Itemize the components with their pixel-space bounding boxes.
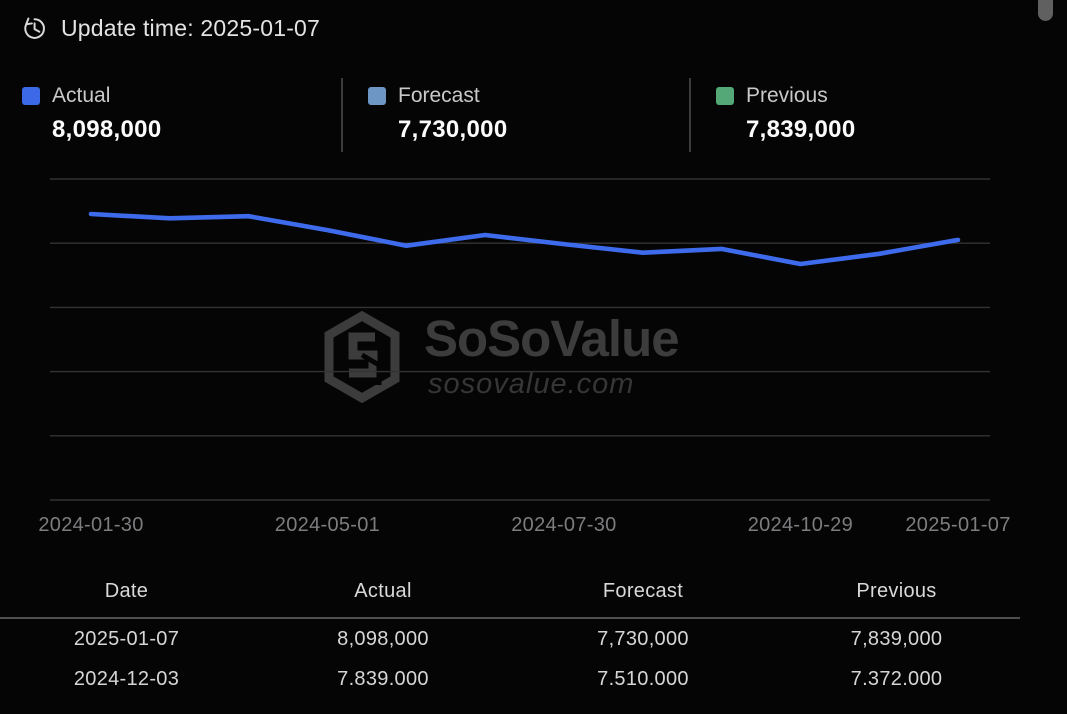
sosovalue-logo-icon xyxy=(324,311,400,403)
legend-label: Previous xyxy=(746,84,828,107)
legend-value: 8,098,000 xyxy=(52,116,162,143)
x-tick-label: 2024-05-01 xyxy=(274,514,381,536)
legend-item-actual[interactable]: Actual 8,098,000 xyxy=(22,84,161,144)
legend-divider xyxy=(689,78,691,152)
legend-value: 7,730,000 xyxy=(398,116,508,143)
legend-value: 7,839,000 xyxy=(746,116,856,143)
col-header-forecast: Forecast xyxy=(602,580,684,602)
clock-history-icon xyxy=(24,17,45,39)
col-header-date: Date xyxy=(104,580,149,602)
table-cell: 8,098,000 xyxy=(337,627,429,650)
actual-swatch-icon xyxy=(22,87,40,105)
watermark-domain: sosovalue.com xyxy=(428,368,635,400)
actual-series-line xyxy=(88,211,961,267)
line-chart xyxy=(50,178,990,501)
table-row: 2024-12-03 7.839.000 7.510.000 7.372.000 xyxy=(0,659,1020,699)
update-time-label: Update time: 2025-01-07 xyxy=(61,14,321,41)
table-cell: 7.510.000 xyxy=(597,667,689,690)
forecast-swatch-icon xyxy=(368,87,386,105)
table-cell: 7.839.000 xyxy=(337,667,429,690)
watermark-brand: SoSoValue xyxy=(424,310,680,367)
legend-item-previous[interactable]: Previous 7,839,000 xyxy=(716,84,855,144)
legend-label: Forecast xyxy=(398,84,480,107)
x-tick-label: 2024-01-30 xyxy=(38,514,144,536)
col-header-previous: Previous xyxy=(856,580,937,602)
x-tick-label: 2024-10-29 xyxy=(747,514,854,536)
table-body: 2025-01-07 8,098,000 7,730,000 7,839,000 202… xyxy=(0,619,1020,699)
x-tick-label: 2025-01-07 xyxy=(905,514,1011,536)
update-time-row: Update time: 2025-01-07 xyxy=(20,14,320,42)
table-cell: 7,730,000 xyxy=(597,627,689,650)
history-table: Date Actual Forecast Previous 2025-01-07… xyxy=(0,566,1020,699)
legend-item-forecast[interactable]: Forecast 7,730,000 xyxy=(368,84,507,144)
x-tick-label: 2024-07-30 xyxy=(511,514,617,536)
scrollbar-thumb[interactable] xyxy=(1038,0,1053,21)
table-cell: 2025-01-07 xyxy=(73,627,180,650)
table-row: 2025-01-07 8,098,000 7,730,000 7,839,000 xyxy=(0,619,1020,659)
table-cell: 7,839,000 xyxy=(850,627,943,650)
col-header-actual: Actual xyxy=(354,580,412,602)
previous-swatch-icon xyxy=(716,87,734,105)
table-header-row: Date Actual Forecast Previous xyxy=(0,566,1020,619)
table-cell: 7.372.000 xyxy=(850,667,943,690)
legend-divider xyxy=(341,78,343,152)
table-cell: 2024-12-03 xyxy=(73,667,180,690)
legend-label: Actual xyxy=(52,84,111,107)
